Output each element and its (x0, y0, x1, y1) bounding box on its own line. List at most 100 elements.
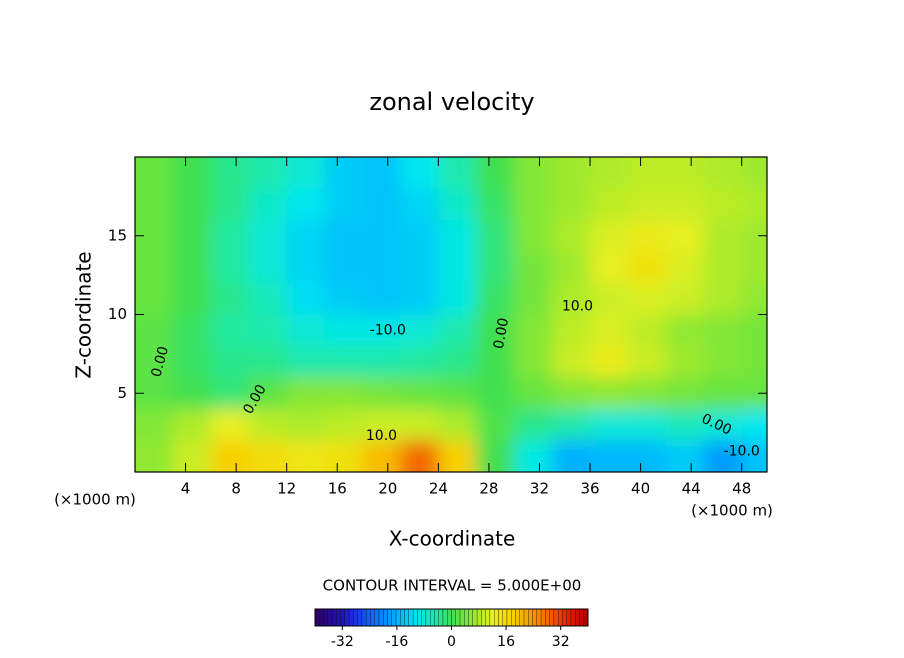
field-cells (135, 157, 767, 472)
cell (703, 188, 743, 221)
cell (741, 157, 767, 189)
cell (210, 314, 250, 347)
cell (703, 409, 743, 441)
colorbar-cell (421, 608, 427, 627)
cell (210, 157, 250, 189)
cell (248, 157, 288, 189)
cell (703, 314, 743, 347)
colorbar-cell (472, 608, 478, 627)
cell (210, 409, 250, 441)
x-unit-left: (×1000 m) (54, 491, 136, 509)
chart-title: zonal velocity (369, 88, 534, 116)
colorbar-cell (417, 608, 422, 627)
cell (665, 188, 705, 221)
colorbar-cell (464, 608, 469, 627)
colorbar-cell (506, 608, 512, 627)
colorbar-tick-label: 16 (497, 634, 515, 650)
cell (552, 314, 591, 347)
cell (324, 188, 364, 221)
cell (362, 188, 401, 221)
cell (476, 440, 515, 472)
colorbar-cell (511, 608, 516, 627)
colorbar-cell (348, 608, 354, 627)
overlay: 4 8 12 16 20 24 28 32 36 40 44 4851015-10.010.00.00… (108, 157, 767, 498)
colorbar-cell (353, 608, 358, 627)
cell (248, 251, 288, 284)
x-tick-label: 36 (580, 480, 599, 498)
cell (286, 188, 326, 221)
cell (703, 283, 743, 315)
cell (324, 251, 364, 284)
cell (741, 440, 767, 472)
cell (135, 440, 174, 472)
x-tick-label: 16 (328, 480, 347, 498)
cell (703, 157, 743, 189)
cell (135, 346, 174, 378)
colorbar-cell (515, 608, 520, 627)
cell (590, 409, 629, 441)
cell (590, 220, 629, 252)
cell (438, 220, 477, 252)
cell (400, 220, 439, 252)
colorbar-cell (523, 608, 529, 627)
contour-label: 10.0 (562, 299, 593, 315)
cell (552, 377, 591, 410)
cell (362, 377, 401, 410)
cell (400, 440, 439, 472)
cell (286, 346, 326, 378)
colorbar-cell (562, 608, 567, 627)
cell (514, 409, 553, 441)
cell (476, 157, 515, 189)
cell (627, 188, 667, 221)
cell (400, 346, 439, 378)
cell (514, 220, 553, 252)
cell (362, 220, 401, 252)
cell (552, 188, 591, 221)
cell (476, 188, 515, 221)
cell (438, 251, 477, 284)
cell (438, 440, 477, 472)
colorbar-cell (438, 608, 444, 627)
colorbar-cell (502, 608, 508, 627)
colorbar-cell (489, 608, 495, 627)
cell (438, 283, 477, 315)
colorbar-cell (532, 608, 537, 627)
colorbar-cell (549, 608, 555, 627)
cell (741, 314, 767, 347)
cell (172, 377, 212, 410)
y-tick-label: 10 (108, 305, 127, 323)
cell (286, 157, 326, 189)
cell (476, 377, 515, 410)
cell (514, 283, 553, 315)
cell (514, 440, 553, 472)
colorbar-cell (494, 608, 499, 627)
cell (400, 251, 439, 284)
cell (741, 377, 767, 410)
colorbar-cell (498, 608, 503, 627)
cell (552, 409, 591, 441)
cell (590, 377, 629, 410)
cell (400, 157, 439, 189)
cell (172, 346, 212, 378)
colorbar-cell (528, 608, 533, 627)
colorbar-cell (540, 608, 546, 627)
colorbar-cell (331, 608, 337, 627)
x-tick-label: 40 (631, 480, 650, 498)
colorbar-cell (412, 608, 418, 627)
y-axis-title: Z-coordinate (72, 251, 96, 378)
colorbar-tick-label: -16 (385, 634, 408, 650)
x-tick-label: 8 (231, 480, 241, 498)
colorbar-cell (442, 608, 448, 627)
colorbar-cell (579, 608, 584, 627)
cell (286, 251, 326, 284)
x-unit-right: (×1000 m) (691, 502, 773, 520)
colorbar-cell (545, 608, 550, 627)
colorbar-tick-label: -32 (331, 634, 354, 650)
cell (703, 440, 743, 472)
cell (286, 220, 326, 252)
y-tick-label: 15 (108, 226, 127, 244)
cell (590, 440, 629, 472)
cell (324, 409, 364, 441)
colorbar-cell (481, 608, 486, 627)
cell (514, 377, 553, 410)
